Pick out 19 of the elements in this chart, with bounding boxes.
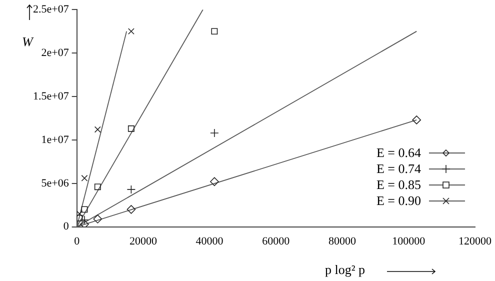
x-tick-label: 100000 [392, 235, 426, 248]
x-tick-label: 20000 [129, 235, 158, 248]
legend-label: E = 0.90 [376, 193, 421, 209]
y-tick-label: 2.5e+07 [32, 3, 70, 16]
y-tick-label: 1.5e+07 [32, 90, 70, 102]
x-tick-label: 60000 [262, 235, 290, 248]
y-tick-label: 1e+07 [41, 134, 70, 146]
legend-label: E = 0.85 [376, 177, 421, 193]
x-tick-label: 80000 [328, 235, 357, 248]
y-tick-label: 5e+06 [41, 177, 70, 190]
x-tick-label: 0 [74, 235, 80, 248]
x-axis-title: p log² p [325, 262, 366, 278]
y-tick-label: 0 [63, 220, 70, 233]
legend-label: E = 0.74 [376, 161, 421, 177]
x-tick-label: 40000 [196, 235, 224, 248]
y-tick-label: 2e+07 [41, 46, 70, 59]
y-axis-title: W [22, 34, 33, 50]
legend-label: E = 0.64 [376, 145, 421, 161]
x-tick-label: 120000 [458, 235, 492, 248]
